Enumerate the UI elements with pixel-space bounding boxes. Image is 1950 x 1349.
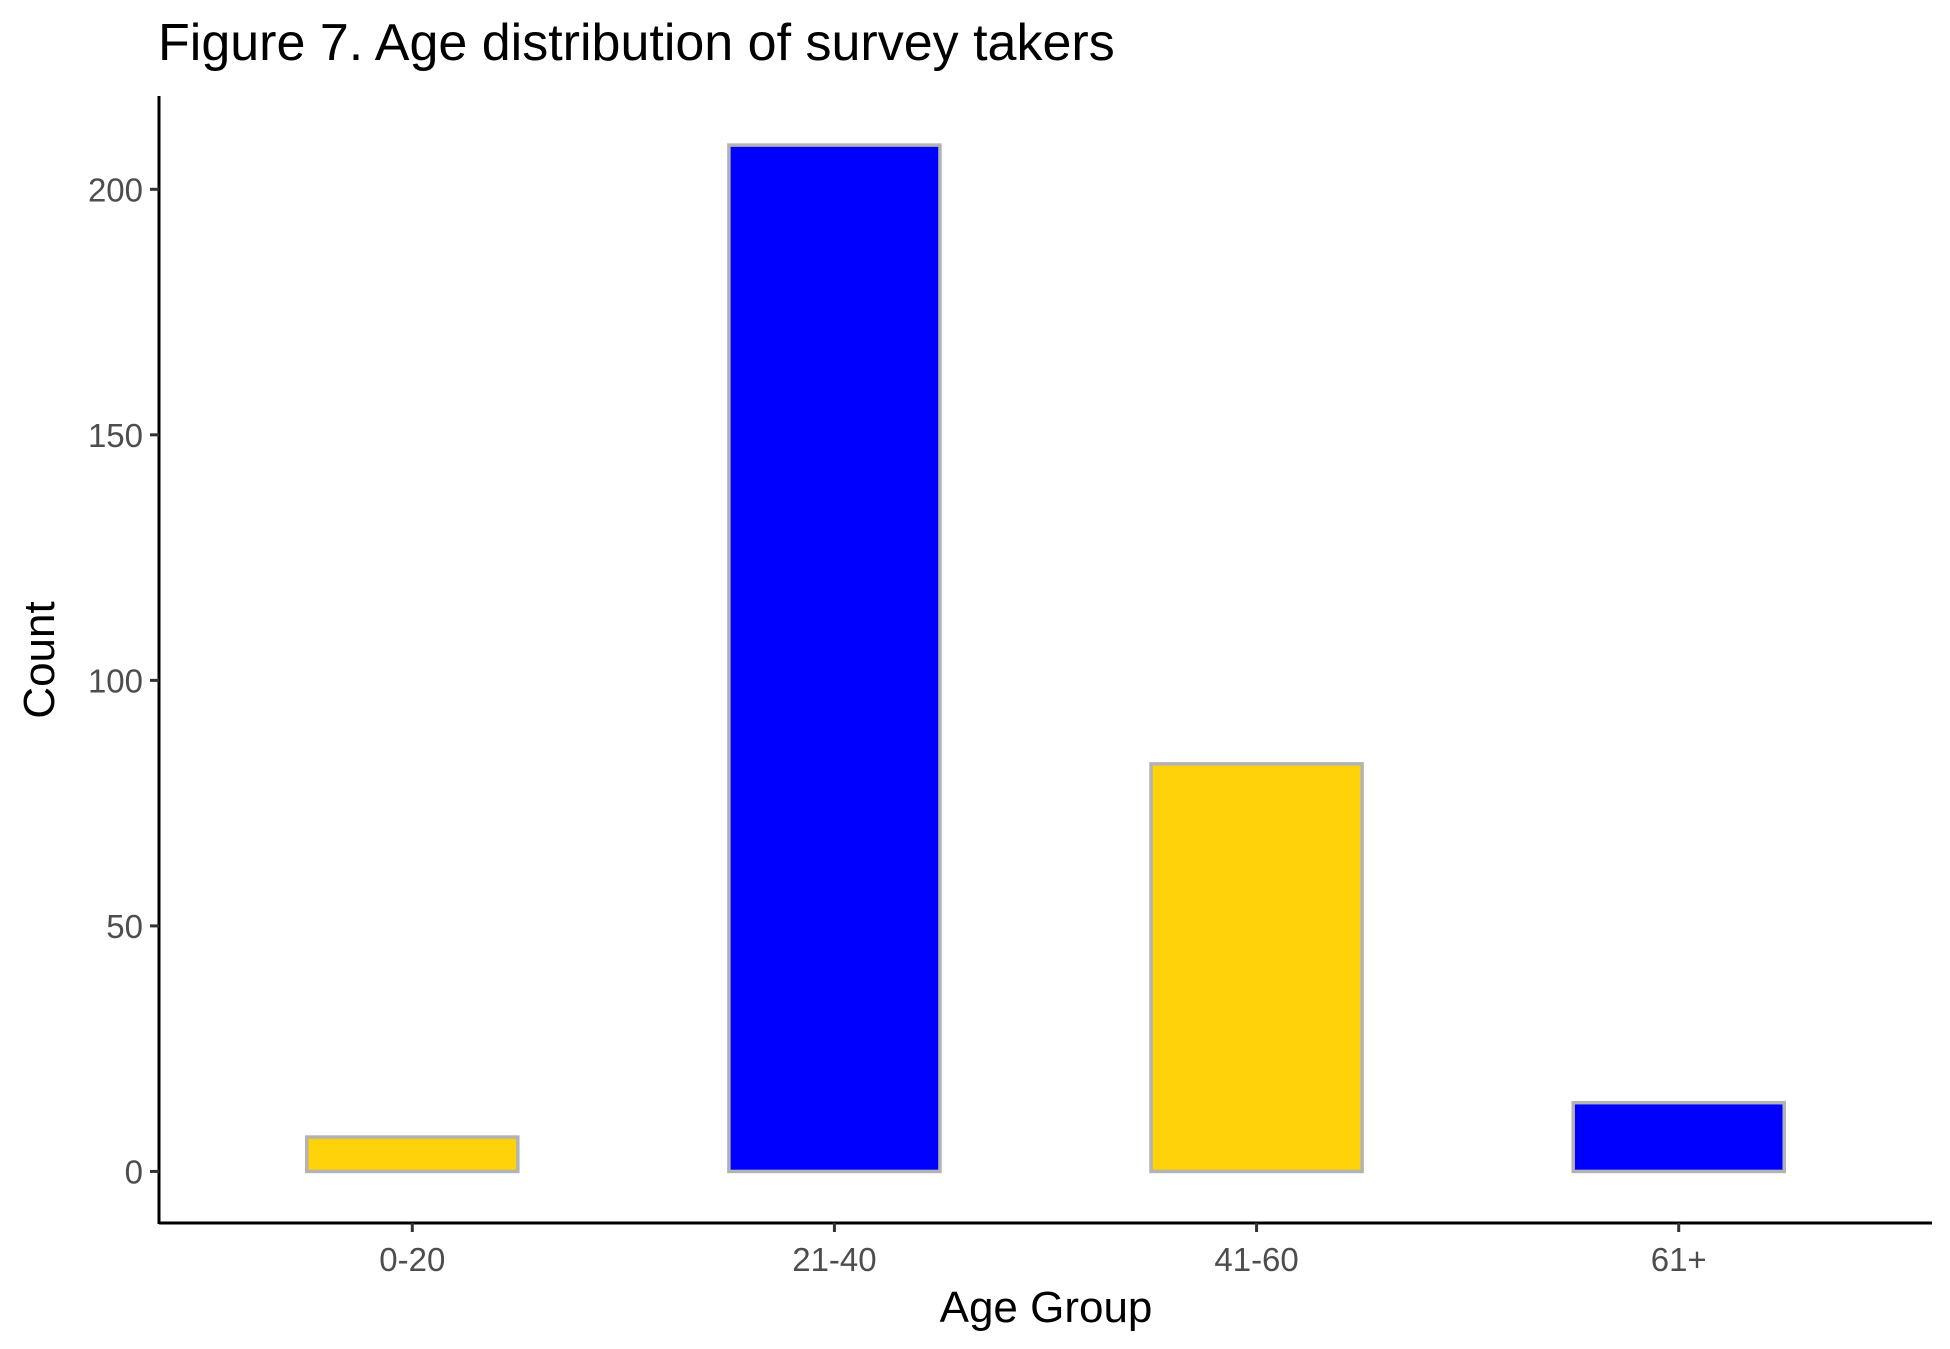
chart-title: Figure 7. Age distribution of survey tak…: [158, 14, 1115, 72]
bar-21-40: [727, 143, 942, 1174]
x-axis-ticks: 0-20 21-40 41-60 61+: [379, 1223, 1707, 1278]
y-tick-label: 200: [88, 171, 143, 208]
x-tick-label: 61+: [1651, 1241, 1707, 1278]
x-tick-label: 21-40: [792, 1241, 876, 1278]
x-tick-label: 41-60: [1214, 1241, 1298, 1278]
y-axis-ticks: 0 50 100 150 200: [88, 171, 159, 1190]
y-tick-label: 150: [88, 417, 143, 454]
bar-0-20: [305, 1135, 520, 1174]
x-tick-label: 0-20: [379, 1241, 445, 1278]
y-tick-label: 50: [106, 908, 143, 945]
y-tick-label: 0: [125, 1153, 143, 1190]
bar-61+: [1571, 1100, 1787, 1174]
y-axis-title: Count: [15, 601, 64, 718]
y-tick-label: 100: [88, 662, 143, 699]
bars-layer: [305, 143, 1787, 1174]
x-axis-title: Age Group: [940, 1283, 1153, 1332]
bar-41-60: [1149, 762, 1364, 1174]
